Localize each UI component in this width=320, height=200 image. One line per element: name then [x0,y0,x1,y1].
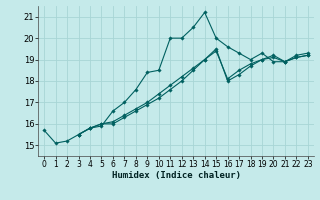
X-axis label: Humidex (Indice chaleur): Humidex (Indice chaleur) [111,171,241,180]
